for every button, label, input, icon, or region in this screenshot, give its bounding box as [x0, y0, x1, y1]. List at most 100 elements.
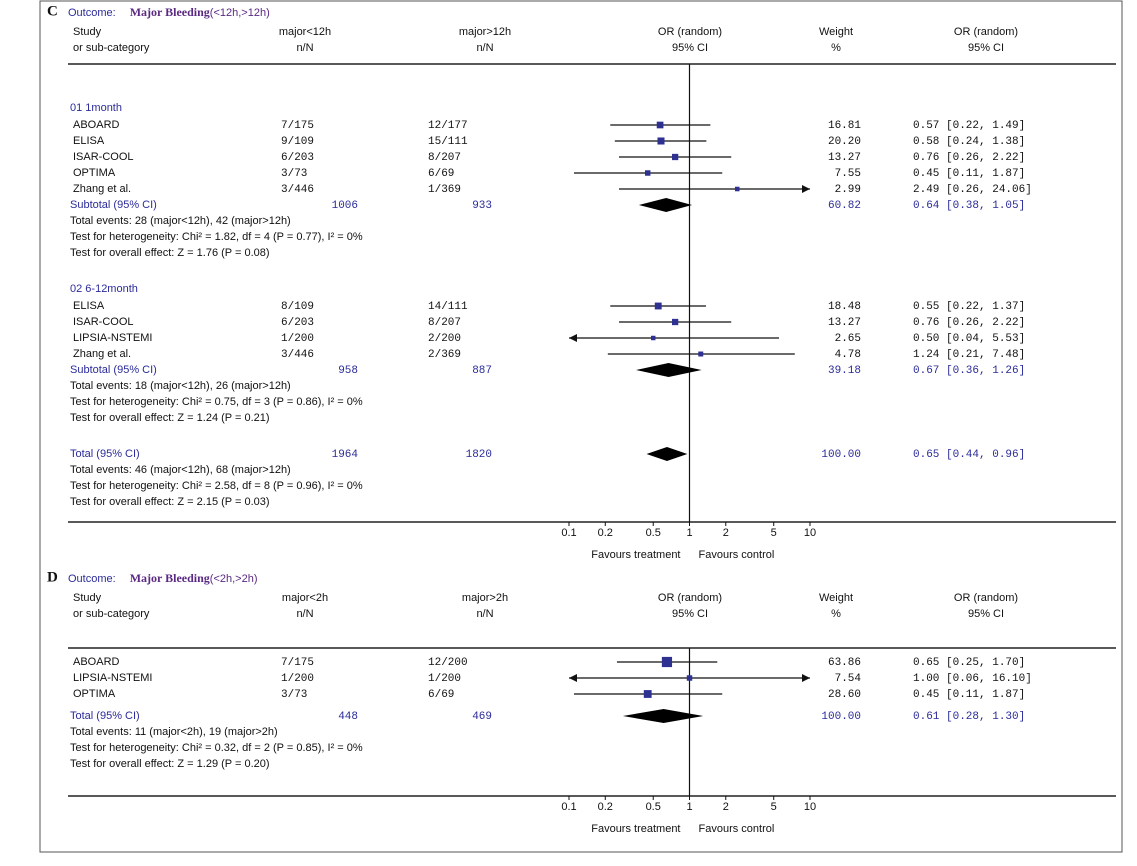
frame	[39, 0, 1123, 853]
ci-label: 0.45 [0.11, 1.87]	[913, 168, 1025, 180]
column-header: major<12h	[279, 26, 331, 38]
x-tick-label: 0.2	[598, 527, 613, 539]
ci-label: 0.67 [0.36, 1.26]	[913, 365, 1025, 377]
weight: 100.00	[821, 449, 861, 461]
group-label: 01 1month	[70, 102, 122, 114]
control-total: 887	[472, 365, 492, 377]
column-header: %	[831, 608, 841, 620]
note: Test for heterogeneity: Chi² = 2.58, df …	[70, 480, 363, 492]
effect-box	[686, 675, 693, 681]
effect-box	[734, 186, 740, 192]
x-tick-label: 10	[804, 801, 816, 813]
arrow	[802, 185, 810, 193]
control-events: 2/369	[428, 349, 461, 361]
ci-label: 0.65 [0.25, 1.70]	[913, 657, 1025, 669]
weight: 63.86	[828, 657, 861, 669]
column-header: %	[831, 42, 841, 54]
favours-right: Favours control	[699, 549, 775, 561]
effect-box	[656, 121, 664, 129]
x-tick-label: 2	[723, 527, 729, 539]
favours-right: Favours control	[699, 823, 775, 835]
ci-label: 1.00 [0.06, 16.10]	[913, 673, 1032, 685]
column-header: or sub-category	[73, 42, 150, 54]
ci-label: 0.61 [0.28, 1.30]	[913, 711, 1025, 723]
note: Total events: 11 (major<2h), 19 (major>2…	[70, 726, 278, 738]
study-name: ISAR-COOL	[73, 151, 134, 163]
outcome-label: Outcome:	[68, 573, 116, 585]
control-events: 14/111	[428, 301, 468, 313]
x-tick-label: 0.5	[646, 801, 661, 813]
group-label: 02 6-12month	[70, 283, 138, 295]
column-header: 95% CI	[672, 42, 708, 54]
note: Test for heterogeneity: Chi² = 1.82, df …	[70, 231, 363, 243]
column-header: Weight	[819, 592, 853, 604]
study-name: OPTIMA	[73, 688, 116, 700]
outcome-label: Outcome:	[68, 7, 116, 19]
outcome-detail: (<2h,>2h)	[210, 573, 258, 585]
column-header: major>12h	[459, 26, 511, 38]
column-header: OR (random)	[658, 592, 722, 604]
control-events: 1/200	[428, 673, 461, 685]
outcome-name: Major Bleeding	[130, 571, 210, 585]
weight: 18.48	[828, 301, 861, 313]
note: Total events: 46 (major<12h), 68 (major>…	[70, 464, 291, 476]
note: Test for heterogeneity: Chi² = 0.75, df …	[70, 396, 363, 408]
study-name: Zhang et al.	[73, 348, 131, 360]
study-name: ELISA	[73, 300, 105, 312]
arrow	[802, 674, 810, 682]
note: Total events: 28 (major<12h), 42 (major>…	[70, 215, 291, 227]
column-header: Study	[73, 26, 102, 38]
x-tick-label: 5	[771, 801, 777, 813]
weight: 7.55	[835, 168, 861, 180]
weight: 13.27	[828, 152, 861, 164]
note: Total events: 18 (major<12h), 26 (major>…	[70, 380, 291, 392]
weight: 16.81	[828, 120, 861, 132]
arrow	[569, 334, 577, 342]
column-header: Weight	[819, 26, 853, 38]
diamond	[638, 198, 693, 212]
treatment-events: 9/109	[281, 136, 314, 148]
panel-letter: C	[47, 3, 58, 19]
control-events: 8/207	[428, 152, 461, 164]
summary-label: Subtotal (95% CI)	[70, 199, 157, 211]
treatment-events: 8/109	[281, 301, 314, 313]
diamond	[622, 709, 704, 723]
weight: 13.27	[828, 317, 861, 329]
outcome-detail: (<12h,>12h)	[210, 7, 270, 19]
effect-box	[654, 302, 662, 310]
control-events: 12/200	[428, 657, 468, 669]
control-events: 15/111	[428, 136, 468, 148]
effect-box	[644, 170, 651, 176]
weight: 4.78	[835, 349, 861, 361]
outcome-heading: Outcome: Major Bleeding(<2h,>2h)	[68, 571, 258, 585]
effect-box	[643, 690, 652, 698]
ci-label: 0.50 [0.04, 5.53]	[913, 333, 1025, 345]
ci-label: 1.24 [0.21, 7.48]	[913, 349, 1025, 361]
control-total: 469	[472, 711, 492, 723]
summary-label: Total (95% CI)	[70, 710, 140, 722]
x-tick-label: 0.1	[561, 527, 576, 539]
study-name: ABOARD	[73, 656, 120, 668]
arrow	[569, 674, 577, 682]
effect-box	[650, 335, 656, 341]
control-events: 6/69	[428, 689, 454, 701]
column-header: 95% CI	[968, 608, 1004, 620]
ci-label: 0.55 [0.22, 1.37]	[913, 301, 1025, 313]
column-header: Study	[73, 592, 102, 604]
column-header: major<2h	[282, 592, 328, 604]
ci-label: 0.58 [0.24, 1.38]	[913, 136, 1025, 148]
ci-label: 0.64 [0.38, 1.05]	[913, 200, 1025, 212]
treatment-total: 1964	[332, 449, 359, 461]
column-header: OR (random)	[658, 26, 722, 38]
treatment-events: 3/446	[281, 349, 314, 361]
column-header: n/N	[476, 608, 493, 620]
study-name: ELISA	[73, 135, 105, 147]
treatment-events: 1/200	[281, 333, 314, 345]
treatment-events: 3/73	[281, 689, 307, 701]
control-events: 2/200	[428, 333, 461, 345]
treatment-events: 3/446	[281, 184, 314, 196]
ci-label: 0.45 [0.11, 1.87]	[913, 689, 1025, 701]
column-header: n/N	[476, 42, 493, 54]
study-name: OPTIMA	[73, 167, 116, 179]
weight: 2.99	[835, 184, 861, 196]
